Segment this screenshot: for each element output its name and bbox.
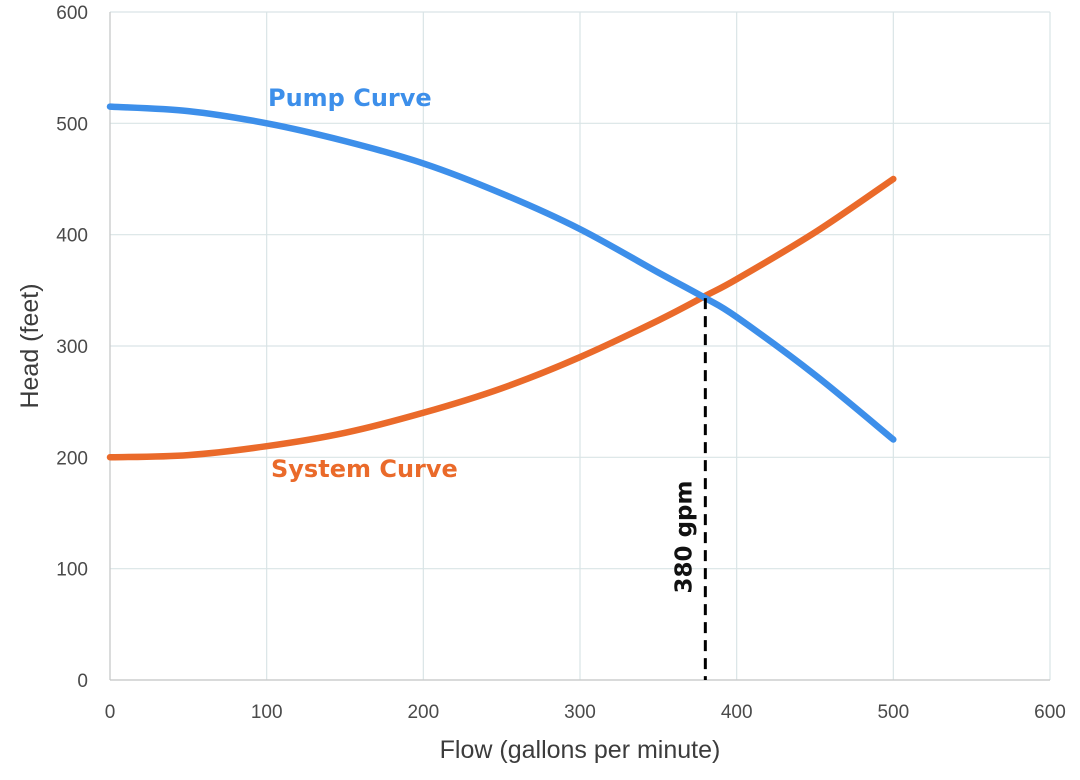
- annotations: 380 gpm: [671, 298, 707, 680]
- axes: [109, 12, 1050, 681]
- series-label-system-curve: System Curve: [271, 455, 458, 483]
- x-axis-title: Flow (gallons per minute): [440, 736, 721, 764]
- y-tick-label: 200: [56, 448, 88, 469]
- y-tick-label: 600: [56, 3, 88, 24]
- x-tick-label: 300: [564, 702, 596, 723]
- series-line-system-curve: [106, 175, 897, 461]
- y-tick-label: 500: [56, 114, 88, 135]
- x-tick-labels: 0 100 200 300 400 500 600: [105, 702, 1066, 723]
- x-tick-label: 400: [721, 702, 753, 723]
- gridlines: [109, 11, 1051, 681]
- x-tick-label: 600: [1034, 702, 1066, 723]
- series-line-pump-curve: [106, 103, 897, 443]
- series-lines: [106, 103, 897, 461]
- x-tick-label: 0: [105, 702, 116, 723]
- series-label-pump-curve: Pump Curve: [268, 84, 432, 112]
- x-tick-label: 200: [407, 702, 439, 723]
- y-tick-label: 400: [56, 226, 88, 247]
- y-tick-label: 0: [77, 671, 88, 692]
- y-tick-label: 300: [56, 337, 88, 358]
- y-axis-title: Head (feet): [16, 283, 44, 408]
- x-tick-label: 500: [877, 702, 909, 723]
- y-tick-label: 100: [56, 560, 88, 581]
- y-tick-labels: 0 100 200 300 400 500 600: [56, 3, 88, 692]
- annotation-label-380-gpm: 380 gpm: [671, 481, 697, 594]
- x-tick-label: 100: [251, 702, 283, 723]
